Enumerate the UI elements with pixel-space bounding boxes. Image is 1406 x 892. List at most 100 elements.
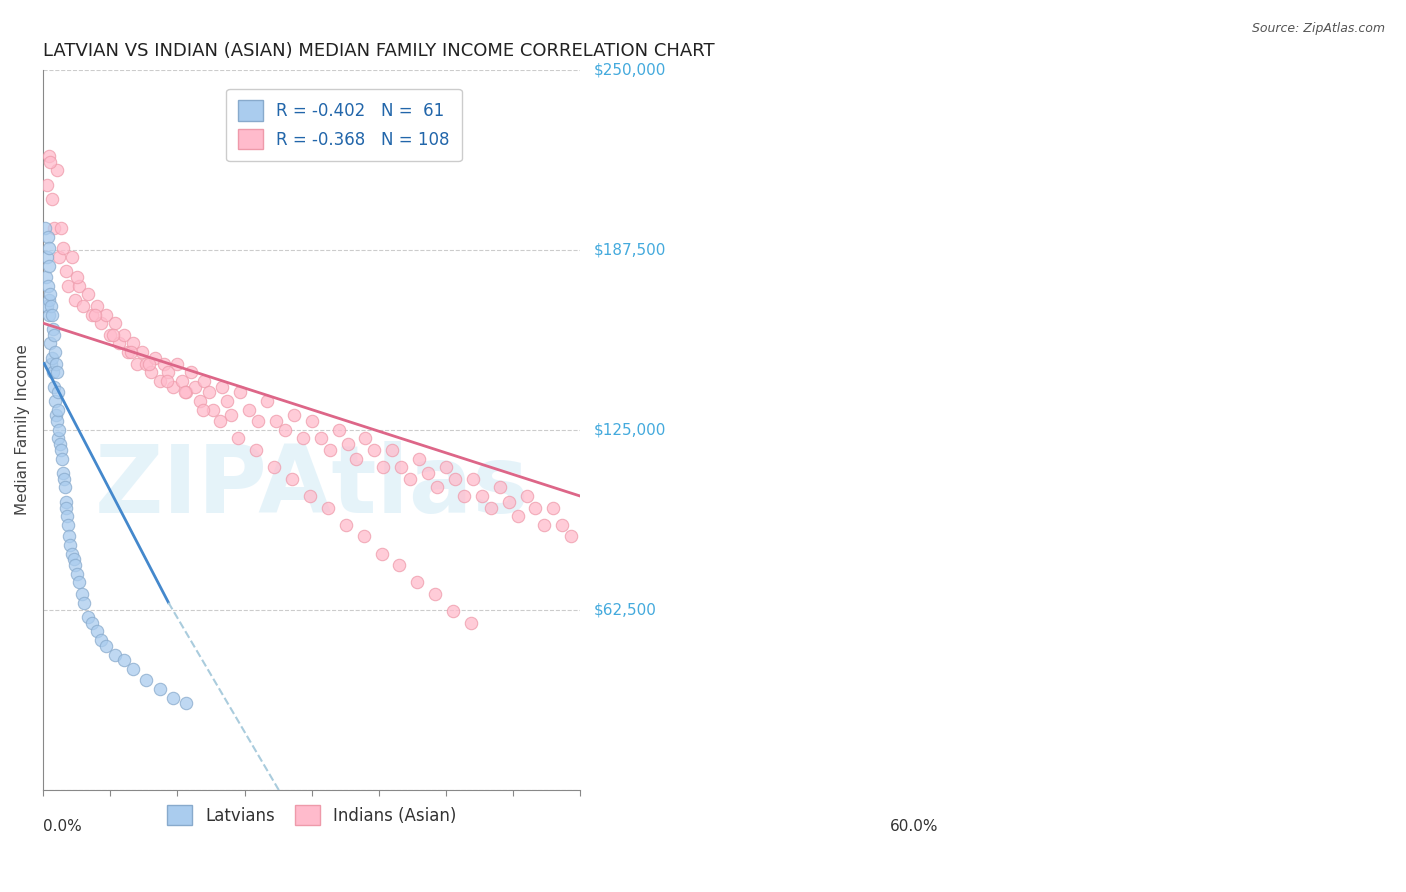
- Point: [370, 547, 392, 561]
- Point: [176, 385, 198, 400]
- Point: [180, 365, 202, 379]
- Point: [245, 442, 267, 457]
- Point: [406, 575, 429, 590]
- Point: [335, 517, 357, 532]
- Point: [193, 374, 215, 388]
- Point: [44, 394, 66, 409]
- Point: [77, 610, 100, 624]
- Point: [35, 270, 58, 285]
- Point: [176, 697, 198, 711]
- Point: [73, 596, 96, 610]
- Point: [121, 336, 143, 351]
- Point: [38, 149, 60, 163]
- Point: [162, 379, 184, 393]
- Point: [373, 460, 395, 475]
- Point: [49, 221, 72, 235]
- Text: $62,500: $62,500: [595, 602, 657, 617]
- Point: [62, 552, 84, 566]
- Point: [135, 673, 157, 688]
- Point: [45, 357, 67, 371]
- Point: [256, 394, 278, 409]
- Point: [408, 451, 430, 466]
- Point: [44, 345, 66, 359]
- Point: [191, 402, 214, 417]
- Point: [336, 437, 359, 451]
- Point: [215, 394, 238, 409]
- Point: [56, 509, 79, 524]
- Point: [63, 293, 86, 307]
- Point: [58, 278, 80, 293]
- Text: Source: ZipAtlas.com: Source: ZipAtlas.com: [1251, 22, 1385, 36]
- Point: [170, 374, 193, 388]
- Point: [166, 357, 188, 371]
- Point: [55, 500, 77, 515]
- Point: [42, 221, 65, 235]
- Point: [209, 414, 232, 428]
- Point: [441, 604, 464, 618]
- Point: [318, 442, 340, 457]
- Point: [274, 423, 297, 437]
- Point: [38, 241, 60, 255]
- Point: [135, 357, 157, 371]
- Point: [301, 414, 323, 428]
- Point: [560, 529, 582, 543]
- Point: [37, 278, 59, 293]
- Point: [42, 365, 65, 379]
- Point: [60, 250, 83, 264]
- Point: [112, 327, 135, 342]
- Point: [51, 451, 73, 466]
- Point: [58, 517, 80, 532]
- Point: [48, 250, 70, 264]
- Point: [104, 316, 127, 330]
- Point: [86, 624, 108, 639]
- Point: [48, 423, 70, 437]
- Point: [37, 229, 59, 244]
- Point: [49, 442, 72, 457]
- Point: [426, 480, 449, 494]
- Point: [46, 385, 69, 400]
- Point: [471, 489, 494, 503]
- Point: [162, 690, 184, 705]
- Point: [67, 278, 90, 293]
- Point: [45, 163, 67, 178]
- Point: [52, 466, 75, 480]
- Point: [238, 402, 260, 417]
- Point: [479, 500, 502, 515]
- Point: [90, 316, 112, 330]
- Point: [41, 192, 63, 206]
- Point: [39, 299, 62, 313]
- Point: [39, 336, 62, 351]
- Point: [264, 414, 287, 428]
- Point: [104, 648, 127, 662]
- Point: [46, 432, 69, 446]
- Point: [55, 495, 77, 509]
- Point: [157, 365, 180, 379]
- Point: [399, 472, 422, 486]
- Point: [131, 345, 153, 359]
- Point: [388, 558, 411, 573]
- Point: [197, 385, 219, 400]
- Point: [82, 615, 104, 630]
- Point: [38, 259, 60, 273]
- Point: [188, 394, 211, 409]
- Point: [202, 402, 225, 417]
- Point: [263, 460, 285, 475]
- Point: [127, 357, 149, 371]
- Text: $125,000: $125,000: [595, 422, 666, 437]
- Point: [48, 402, 70, 417]
- Point: [219, 409, 242, 423]
- Text: ZIPAtlas: ZIPAtlas: [94, 442, 529, 533]
- Point: [39, 287, 62, 301]
- Point: [59, 538, 82, 552]
- Point: [283, 409, 305, 423]
- Point: [363, 442, 385, 457]
- Point: [112, 653, 135, 667]
- Text: 0.0%: 0.0%: [44, 819, 82, 834]
- Point: [425, 587, 447, 601]
- Point: [86, 299, 108, 313]
- Point: [34, 221, 56, 235]
- Point: [353, 529, 375, 543]
- Point: [53, 480, 76, 494]
- Point: [45, 414, 67, 428]
- Point: [49, 437, 72, 451]
